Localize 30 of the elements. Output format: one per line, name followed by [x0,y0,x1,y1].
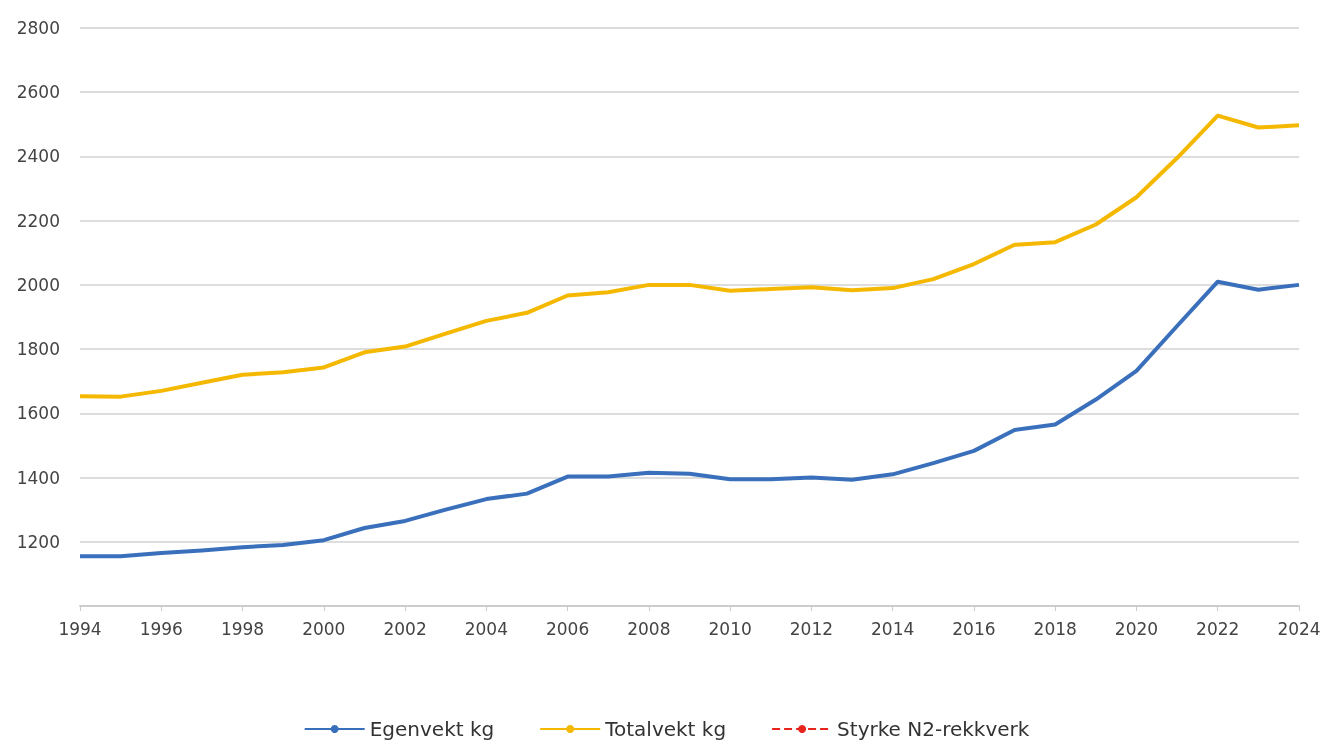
y-tick-label: 2800 [16,18,60,38]
x-tick-label: 2002 [383,618,427,639]
legend-label: Egenvekt kg [369,717,495,741]
y-tick-label: 2000 [16,274,60,295]
x-tick-label: 2022 [1196,618,1240,639]
x-tick-label: 2020 [1114,618,1159,639]
x-tick-label: 1994 [58,618,102,639]
x-tick-label: 2008 [627,618,671,639]
x-tick-label: 2012 [789,618,834,639]
x-tick-label: 2010 [708,618,752,639]
y-tick-label: 1400 [16,467,60,488]
y-tick-label: 2400 [16,146,60,167]
x-tick-label: 1998 [220,618,265,639]
y-tick-label: 2600 [16,82,60,103]
x-tick-label: 2018 [1033,618,1077,639]
x-tick-label: 2014 [871,618,915,639]
y-tick-label: 1600 [16,403,60,424]
x-tick-label: 1996 [139,618,183,639]
line-series [78,113,1301,399]
legend-label: Styrke N2-rekkverk [837,717,1030,741]
x-tick-label: 2004 [464,618,508,639]
x-tick-label: 2000 [302,618,346,639]
y-tick-label: 1200 [16,531,60,552]
x-tick-label: 2024 [1277,618,1321,639]
x-tick-label: 2006 [545,618,590,639]
y-tick-label: 1800 [16,339,60,360]
y-tick-label: 2200 [16,210,60,231]
x-tick-label: 2016 [952,618,996,639]
line-series [78,279,1301,559]
legend-label: Totalvekt kg [604,717,727,741]
